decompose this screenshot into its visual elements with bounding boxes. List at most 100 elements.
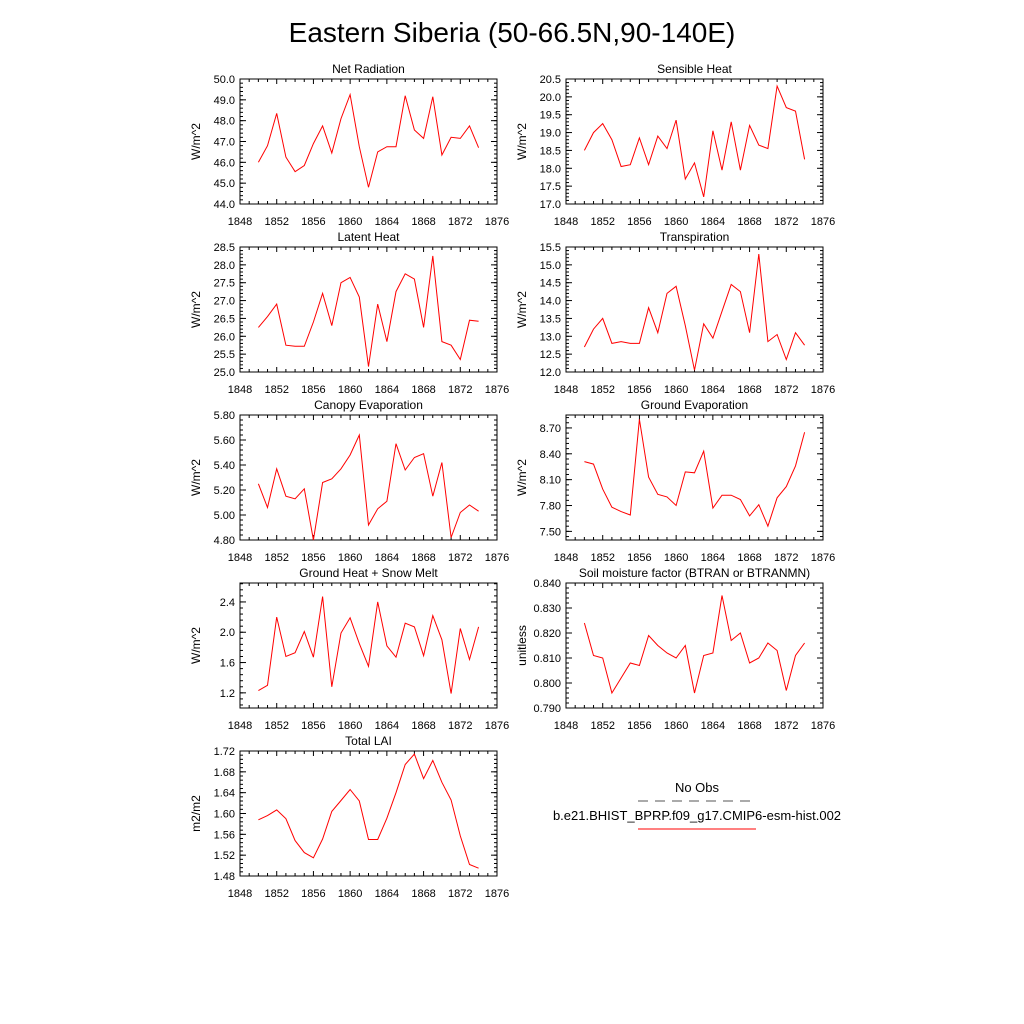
y-tick-label: 15.0 <box>540 260 561 272</box>
x-tick-label: 1872 <box>448 720 472 732</box>
x-tick-label: 1848 <box>228 888 252 900</box>
x-tick-label: 1864 <box>375 888 399 900</box>
y-tick-label: 5.20 <box>214 485 235 497</box>
x-tick-label: 1864 <box>701 216 725 228</box>
x-tick-label: 1848 <box>554 552 578 564</box>
x-tick-label: 1872 <box>774 384 798 396</box>
y-tick-label: 5.80 <box>214 410 235 422</box>
y-tick-label: 8.10 <box>540 475 561 487</box>
x-tick-label: 1864 <box>701 552 725 564</box>
y-tick-label: 0.830 <box>533 603 561 615</box>
x-tick-label: 1876 <box>811 384 835 396</box>
chart-panel: Total LAI 1848 1852 1856 1860 1864 1868 1872 187… <box>189 734 509 900</box>
y-tick-label: 20.5 <box>540 74 561 86</box>
y-tick-label: 28.5 <box>214 242 235 254</box>
y-tick-label: 5.40 <box>214 460 235 472</box>
x-tick-label: 1848 <box>228 552 252 564</box>
y-tick-label: 0.840 <box>533 578 561 590</box>
y-tick-label: 47.0 <box>214 137 235 149</box>
panel-title: Ground Evaporation <box>641 398 748 412</box>
plot-frame <box>239 750 498 877</box>
y-tick-label: 49.0 <box>214 95 235 107</box>
x-tick-label: 1876 <box>485 384 509 396</box>
y-axis-label: W/m^2 <box>189 459 203 496</box>
series-line <box>258 596 480 694</box>
y-tick-label: 28.0 <box>214 260 235 272</box>
figure-title: Eastern Siberia (50-66.5N,90-140E) <box>289 17 736 48</box>
x-tick-label: 1868 <box>737 384 761 396</box>
y-tick-label: 1.6 <box>220 658 235 670</box>
y-tick-label: 45.0 <box>214 178 235 190</box>
legend: No Obs b.e21.BHIST_BPRP.f09_g17.CMIP6-es… <box>553 780 841 830</box>
x-tick-label: 1856 <box>627 720 651 732</box>
series-line <box>584 419 806 528</box>
x-tick-label: 1860 <box>338 384 362 396</box>
y-tick-label: 5.60 <box>214 435 235 447</box>
panel-title: Total LAI <box>345 734 392 748</box>
chart-panel: Ground Heat + Snow Melt 1848 1852 1856 1860 1… <box>189 566 509 732</box>
y-tick-label: 0.810 <box>533 653 561 665</box>
y-tick-label: 1.48 <box>214 871 235 883</box>
y-axis-label: W/m^2 <box>189 123 203 160</box>
y-tick-label: 1.72 <box>214 746 235 758</box>
y-tick-label: 5.00 <box>214 510 235 522</box>
x-tick-label: 1876 <box>811 552 835 564</box>
x-tick-label: 1856 <box>301 552 325 564</box>
y-tick-label: 27.5 <box>214 278 235 290</box>
y-tick-label: 26.5 <box>214 313 235 325</box>
x-tick-label: 1872 <box>448 552 472 564</box>
x-tick-label: 1872 <box>774 552 798 564</box>
x-tick-label: 1868 <box>411 216 435 228</box>
x-tick-label: 1852 <box>590 216 614 228</box>
x-tick-label: 1860 <box>664 384 688 396</box>
x-tick-label: 1856 <box>627 216 651 228</box>
x-tick-label: 1864 <box>375 720 399 732</box>
x-tick-label: 1868 <box>411 720 435 732</box>
x-tick-label: 1872 <box>448 216 472 228</box>
chart-panel: Net Radiation 1848 1852 1856 1860 1864 1868 187… <box>189 62 509 228</box>
y-tick-label: 2.4 <box>220 597 235 609</box>
y-tick-label: 25.5 <box>214 349 235 361</box>
y-tick-label: 14.0 <box>540 296 561 308</box>
x-tick-label: 1848 <box>228 216 252 228</box>
y-tick-label: 1.52 <box>214 850 235 862</box>
x-tick-label: 1876 <box>485 552 509 564</box>
x-tick-label: 1856 <box>301 384 325 396</box>
y-axis-label: W/m^2 <box>189 627 203 664</box>
x-tick-label: 1848 <box>554 720 578 732</box>
plot-frame <box>239 582 498 709</box>
y-tick-label: 4.80 <box>214 535 235 547</box>
y-tick-label: 8.70 <box>540 423 561 435</box>
x-tick-label: 1860 <box>664 720 688 732</box>
y-tick-label: 25.0 <box>214 367 235 379</box>
plot-frame <box>565 414 824 541</box>
y-tick-label: 12.0 <box>540 367 561 379</box>
y-tick-label: 1.68 <box>214 767 235 779</box>
x-tick-label: 1852 <box>264 216 288 228</box>
series-line <box>258 255 479 367</box>
chart-panel: Canopy Evaporation 1848 1852 1856 1860 1864 18… <box>189 398 509 564</box>
x-tick-label: 1868 <box>737 552 761 564</box>
x-tick-label: 1872 <box>448 384 472 396</box>
y-tick-label: 1.64 <box>214 788 235 800</box>
y-tick-label: 46.0 <box>214 157 235 169</box>
chart-panel: Soil moisture factor (BTRAN or BTRANMN) 1… <box>515 566 835 732</box>
x-tick-label: 1876 <box>485 720 509 732</box>
x-tick-label: 1868 <box>411 888 435 900</box>
x-tick-label: 1852 <box>264 720 288 732</box>
y-tick-label: 7.80 <box>540 501 561 513</box>
panel-title: Sensible Heat <box>657 62 732 76</box>
x-tick-label: 1872 <box>774 720 798 732</box>
x-tick-label: 1868 <box>737 216 761 228</box>
legend-label-obs: No Obs <box>675 780 720 795</box>
x-tick-label: 1864 <box>701 720 725 732</box>
plot-frame <box>565 582 824 709</box>
y-tick-label: 26.0 <box>214 331 235 343</box>
y-axis-label: W/m^2 <box>515 291 529 328</box>
y-tick-label: 15.5 <box>540 242 561 254</box>
x-tick-label: 1852 <box>590 720 614 732</box>
x-tick-label: 1856 <box>627 552 651 564</box>
x-tick-label: 1860 <box>664 552 688 564</box>
panel-title: Canopy Evaporation <box>314 398 423 412</box>
